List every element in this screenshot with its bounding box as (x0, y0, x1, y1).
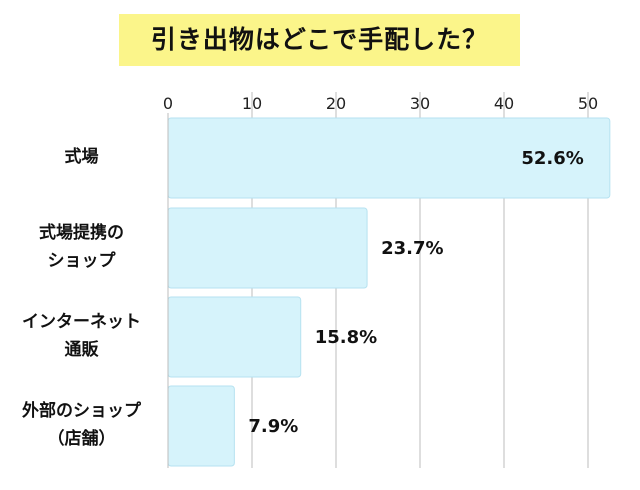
bar (167, 296, 302, 378)
category-label: 式場 (64, 147, 99, 167)
bar-value-label: 23.7% (381, 238, 443, 259)
chart-title: 引き出物はどこで手配した？ (150, 25, 489, 54)
category-label: 式場提携の ショップ (39, 223, 124, 271)
x-tick-label: 50 (578, 94, 598, 113)
bar-value-label: 15.8% (315, 327, 377, 348)
category-label: 外部のショップ （店舗） (22, 401, 141, 449)
bar (167, 207, 368, 289)
bar (167, 385, 235, 467)
title-background (119, 14, 520, 66)
category-label: インターネット 通販 (22, 312, 141, 360)
x-tick-label: 0 (163, 94, 173, 113)
x-tick-label: 30 (410, 94, 430, 113)
bar-value-label: 7.9% (248, 416, 298, 437)
bar-value-label: 52.6% (521, 148, 583, 169)
x-tick-label: 20 (326, 94, 346, 113)
x-tick-label: 40 (494, 94, 514, 113)
x-tick-label: 10 (242, 94, 262, 113)
